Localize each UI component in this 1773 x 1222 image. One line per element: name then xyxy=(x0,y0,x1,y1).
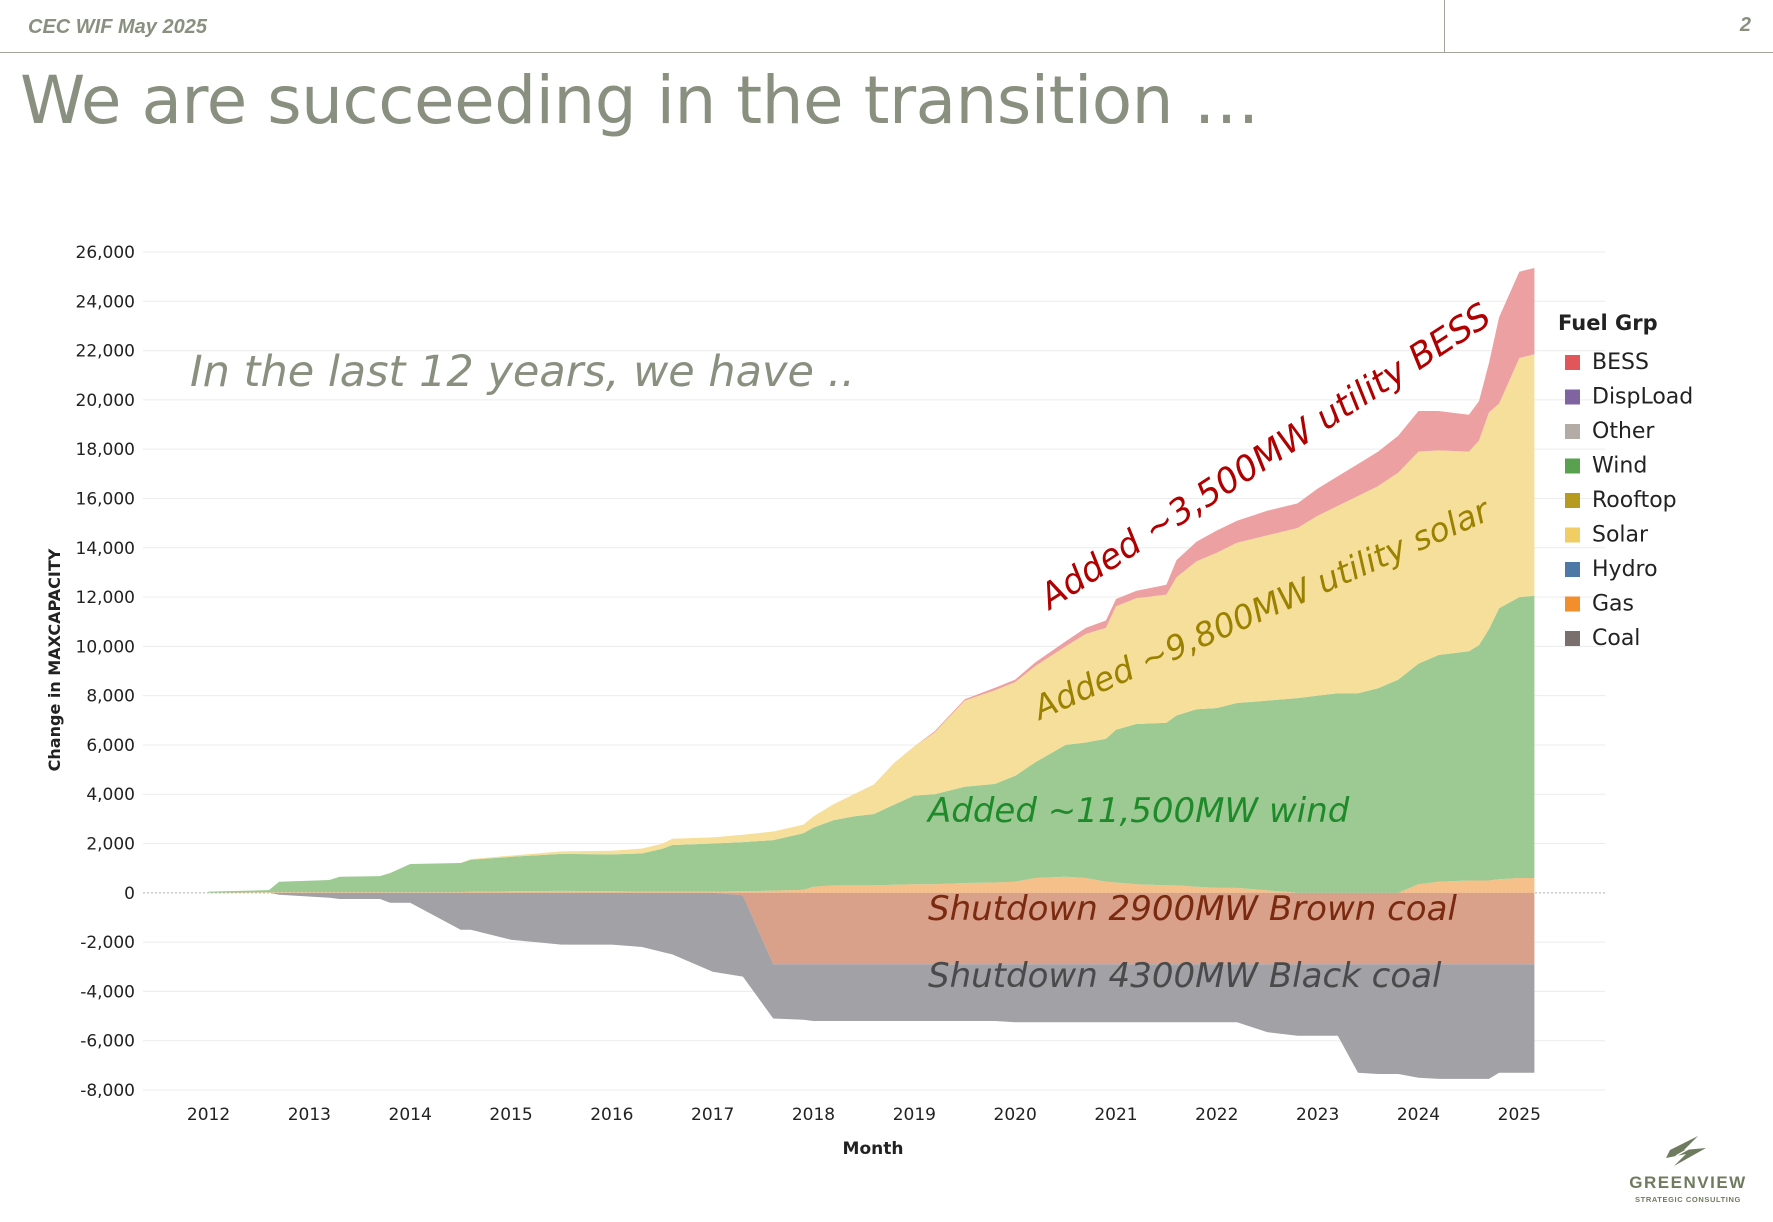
legend-label: Wind xyxy=(1592,454,1647,479)
y-tick-label: 12,000 xyxy=(76,588,135,608)
y-tick-label: -2,000 xyxy=(80,933,135,953)
x-tick-label: 2025 xyxy=(1498,1105,1541,1125)
y-tick-label: 16,000 xyxy=(76,489,135,509)
legend-swatch xyxy=(1565,562,1580,577)
legend-title: Fuel Grp xyxy=(1558,311,1658,335)
legend-label: DispLoad xyxy=(1592,385,1693,410)
legend-swatch xyxy=(1565,493,1580,508)
legend-label: Other xyxy=(1592,419,1655,444)
annotation-brown-coal: Shutdown 2900MW Brown coal xyxy=(928,889,1457,929)
legend-swatch xyxy=(1565,631,1580,646)
legend-swatch xyxy=(1565,389,1580,405)
solar-area xyxy=(208,354,1535,892)
x-tick-label: 2023 xyxy=(1296,1105,1339,1125)
y-tick-label: -8,000 xyxy=(80,1081,135,1101)
legend-swatch xyxy=(1565,527,1580,543)
legend-label: Hydro xyxy=(1592,557,1658,582)
legend-label: Rooftop xyxy=(1592,488,1677,513)
gas-area xyxy=(208,876,1535,893)
x-tick-label: 2024 xyxy=(1397,1105,1440,1125)
slide-title: We are succeeding in the transition … xyxy=(20,62,1259,139)
x-tick-label: 2016 xyxy=(590,1105,633,1125)
x-tick-label: 2022 xyxy=(1195,1105,1238,1125)
x-tick-label: 2015 xyxy=(489,1105,532,1125)
annotation-intro: In the last 12 years, we have .. xyxy=(190,347,855,397)
logo-tagline: STRATEGIC CONSULTING xyxy=(1635,1195,1741,1204)
legend-swatch xyxy=(1565,596,1580,612)
header-title: CEC WIF May 2025 xyxy=(28,16,207,38)
x-tick-label: 2018 xyxy=(792,1105,835,1125)
y-tick-label: 4,000 xyxy=(86,785,135,805)
y-tick-label: 20,000 xyxy=(76,391,135,411)
header-divider xyxy=(0,52,1773,53)
y-tick-label: 2,000 xyxy=(86,835,135,855)
annotation-wind: Added ~11,500MW wind xyxy=(926,791,1350,831)
legend-swatch xyxy=(1565,355,1580,370)
y-axis-label: Change in MAXCAPACITY xyxy=(45,548,64,771)
y-tick-label: 14,000 xyxy=(76,539,135,559)
legend-label: Solar xyxy=(1592,523,1649,548)
x-tick-label: 2021 xyxy=(1094,1105,1137,1125)
x-tick-label: 2014 xyxy=(389,1105,432,1125)
y-tick-label: -6,000 xyxy=(80,1032,135,1052)
legend-label: Coal xyxy=(1592,626,1640,651)
x-tick-label: 2017 xyxy=(691,1105,734,1125)
y-tick-label: 26,000 xyxy=(76,243,135,263)
x-tick-label: 2012 xyxy=(187,1105,230,1125)
y-tick-label: 8,000 xyxy=(86,687,135,707)
legend-label: BESS xyxy=(1592,350,1649,375)
y-tick-label: 10,000 xyxy=(76,637,135,657)
y-tick-label: -4,000 xyxy=(80,982,135,1002)
logo-name: GREENVIEW xyxy=(1629,1173,1746,1192)
y-tick-label: 6,000 xyxy=(86,736,135,756)
header-vertical-divider xyxy=(1444,0,1445,52)
black-coal-area xyxy=(208,892,1535,1079)
x-tick-label: 2019 xyxy=(893,1105,936,1125)
y-tick-label: 22,000 xyxy=(76,342,135,362)
y-tick-label: 24,000 xyxy=(76,292,135,312)
y-tick-label: 18,000 xyxy=(76,440,135,460)
annotation-black-coal: Shutdown 4300MW Black coal xyxy=(928,956,1442,996)
x-tick-label: 2020 xyxy=(994,1105,1037,1125)
wind-area xyxy=(208,595,1535,893)
legend-swatch xyxy=(1565,424,1580,439)
greenview-leaf-icon xyxy=(1666,1136,1706,1166)
legend-label: Gas xyxy=(1592,592,1634,617)
x-tick-label: 2013 xyxy=(288,1105,331,1125)
greenview-logo: GREENVIEW STRATEGIC CONSULTING xyxy=(1629,1136,1746,1204)
legend-swatch xyxy=(1565,458,1580,474)
x-axis-label: Month xyxy=(843,1139,904,1159)
brown-coal-area xyxy=(208,892,1535,965)
page-number: 2 xyxy=(1739,14,1751,36)
y-tick-label: 0 xyxy=(124,884,135,904)
